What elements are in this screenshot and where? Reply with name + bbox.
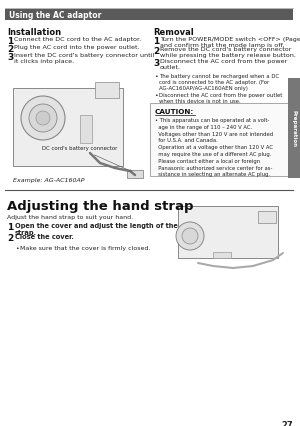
Bar (150, 103, 294, 176)
Bar (5, 9, 293, 20)
Text: 2: 2 (7, 234, 13, 243)
Text: Connect the DC cord to the AC adaptor.: Connect the DC cord to the AC adaptor. (14, 37, 141, 42)
Text: Removal: Removal (153, 28, 194, 37)
Text: 27: 27 (281, 421, 293, 426)
Bar (13, 88, 123, 166)
Text: Plug the AC cord into the power outlet.: Plug the AC cord into the power outlet. (14, 45, 140, 50)
Circle shape (176, 222, 204, 250)
Circle shape (182, 228, 198, 244)
Text: CAUTION:: CAUTION: (155, 109, 194, 115)
Text: Example: AG-AC160AP: Example: AG-AC160AP (13, 178, 85, 183)
Text: 3: 3 (7, 53, 13, 62)
Circle shape (36, 111, 50, 125)
Bar (258, 211, 276, 223)
Text: Using the AC adaptor: Using the AC adaptor (9, 11, 101, 20)
Text: Disconnect the AC cord from the power
outlet.: Disconnect the AC cord from the power ou… (160, 59, 287, 70)
Text: •: • (154, 74, 158, 79)
Bar (178, 206, 278, 258)
Text: Disconnect the AC cord from the power outlet
when this device is not in use.: Disconnect the AC cord from the power ou… (159, 93, 282, 104)
Text: The battery cannot be recharged when a DC
cord is connected to the AC adaptor. (: The battery cannot be recharged when a D… (159, 74, 279, 91)
Text: •: • (15, 246, 19, 251)
Text: Installation: Installation (7, 28, 61, 37)
Text: • This apparatus can be operated at a volt-
  age in the range of 110 – 240 V AC: • This apparatus can be operated at a vo… (155, 118, 273, 177)
Text: Adjust the hand strap to suit your hand.: Adjust the hand strap to suit your hand. (7, 215, 133, 220)
Text: 2: 2 (153, 47, 159, 56)
Text: Make sure that the cover is firmly closed.: Make sure that the cover is firmly close… (20, 246, 150, 251)
Bar (288, 78, 300, 178)
Text: 2: 2 (7, 45, 13, 54)
Text: •: • (154, 93, 158, 98)
Text: Turn the POWER/MODE switch <OFF> (Page 30),
and confirm that the mode lamp is of: Turn the POWER/MODE switch <OFF> (Page 3… (160, 37, 300, 48)
Text: 1: 1 (7, 37, 13, 46)
Bar (127, 170, 143, 178)
Text: Close the cover.: Close the cover. (15, 234, 74, 240)
Text: DC cord's battery connector: DC cord's battery connector (42, 146, 132, 172)
Circle shape (29, 104, 57, 132)
Text: 1: 1 (153, 37, 159, 46)
Text: Insert the DC cord's battery connector until
it clicks into place.: Insert the DC cord's battery connector u… (14, 53, 154, 64)
Text: 3: 3 (153, 59, 159, 68)
Text: Open the cover and adjust the length of the
strap.: Open the cover and adjust the length of … (15, 223, 178, 236)
Text: Adjusting the hand strap: Adjusting the hand strap (7, 200, 194, 213)
Text: Remove the DC cord's battery connector
while pressing the battery release button: Remove the DC cord's battery connector w… (160, 47, 296, 58)
Circle shape (21, 96, 65, 140)
Text: Preparation: Preparation (292, 109, 296, 147)
Bar (95, 82, 119, 98)
Bar (213, 252, 231, 258)
Text: 1: 1 (7, 223, 13, 232)
Bar (80, 115, 92, 143)
